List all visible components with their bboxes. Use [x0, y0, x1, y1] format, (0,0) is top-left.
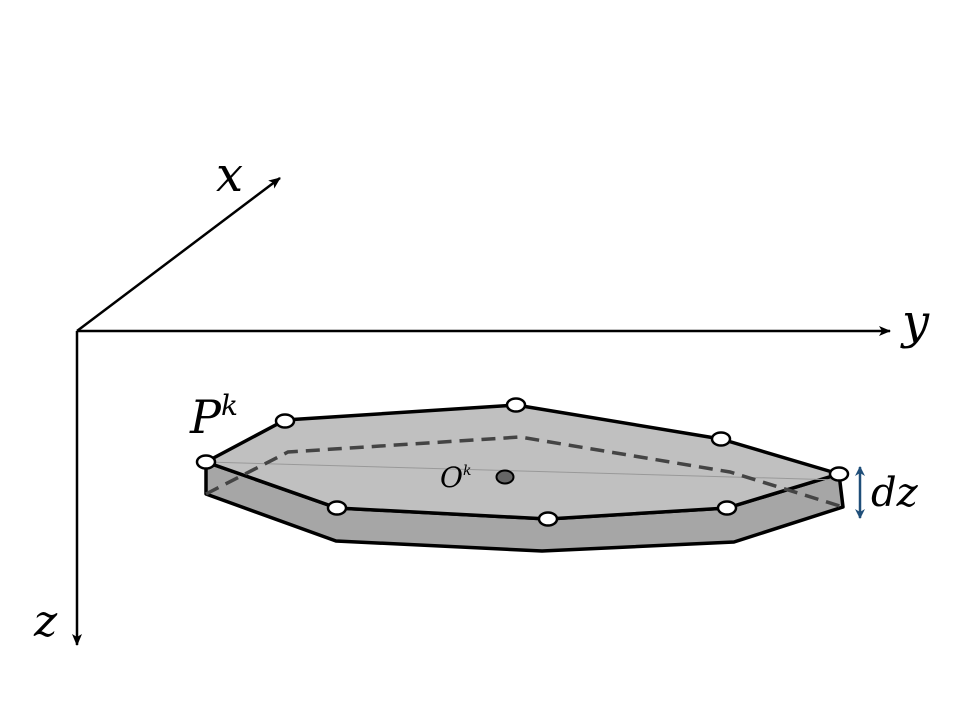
- vertex: [274, 413, 296, 429]
- thickness-label: dz: [871, 470, 919, 516]
- vertex: [537, 511, 559, 527]
- y-axis-label: y: [900, 294, 930, 350]
- center-label-main: O: [440, 461, 463, 494]
- vertex: [828, 466, 850, 482]
- center-label: Ok: [440, 461, 471, 494]
- vertex: [710, 431, 732, 447]
- x-axis-label: x: [216, 147, 243, 203]
- vertex: [716, 500, 738, 516]
- center-point: [495, 469, 515, 485]
- polygon-label: Pk: [189, 389, 238, 444]
- z-axis-label: z: [33, 596, 58, 647]
- inner-guide-line: [205, 461, 840, 481]
- polygon-label-main: P: [189, 390, 222, 444]
- vertex: [505, 397, 527, 413]
- center-label-sup: k: [463, 463, 471, 479]
- vertex: [326, 500, 348, 516]
- x-axis: [76, 177, 281, 332]
- vertex: [195, 454, 217, 470]
- axes: [72, 177, 891, 646]
- hidden-edge: [205, 435, 844, 509]
- polygon-vertices: [195, 397, 850, 527]
- polygon-label-sup: k: [221, 389, 238, 422]
